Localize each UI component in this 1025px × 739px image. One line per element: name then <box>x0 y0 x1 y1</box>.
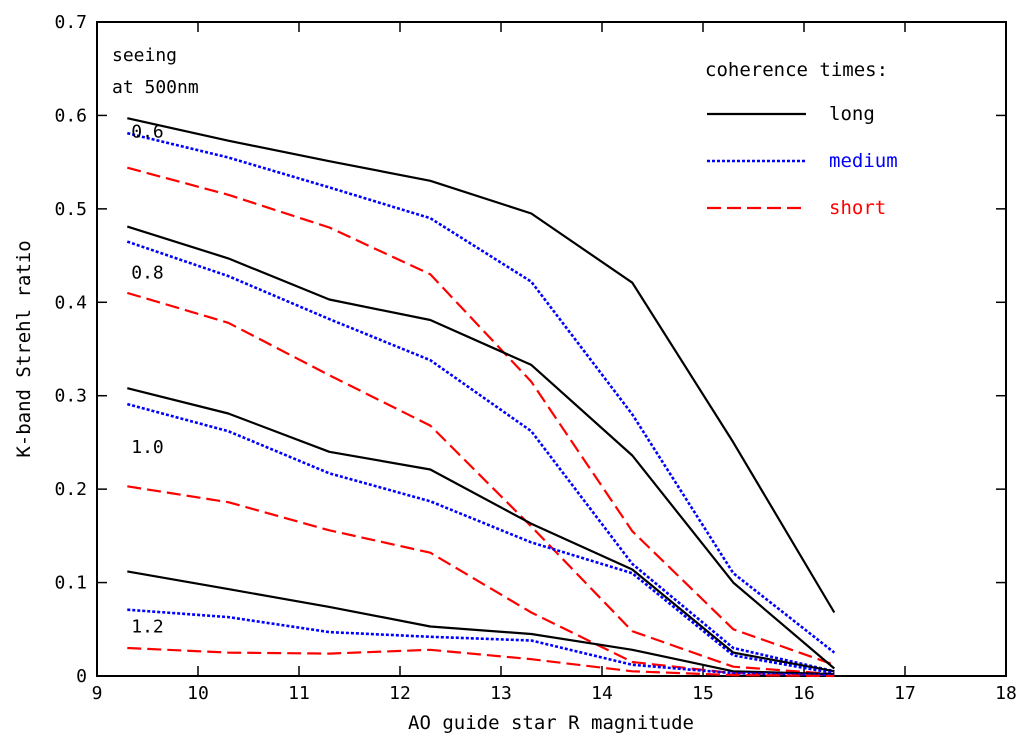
series-line-seeing-0-8-short <box>126 291 835 676</box>
x-tick-label: 18 <box>995 683 1017 704</box>
x-tick-label: 17 <box>894 683 916 704</box>
legend-label-long: long <box>829 103 875 125</box>
x-tick-label: 14 <box>591 683 613 704</box>
series-line-seeing-1-0-medium <box>126 402 835 675</box>
plot-frame <box>96 21 1007 677</box>
seeing-group-label: 0.6 <box>131 121 164 142</box>
series-line-seeing-1-2-long <box>127 570 835 676</box>
legend-title: coherence times: <box>705 59 888 81</box>
series-line-seeing-1-0-long <box>127 387 835 673</box>
series-line-seeing-0-6-medium <box>126 131 836 654</box>
x-tick-label: 13 <box>490 683 512 704</box>
y-tick-label: 0.4 <box>54 292 87 313</box>
legend-label-medium: medium <box>829 150 898 172</box>
legend: coherence times: long medium short <box>705 59 898 219</box>
y-tick-label: 0.6 <box>54 105 87 126</box>
x-tick-label: 12 <box>389 683 411 704</box>
x-tick-label: 11 <box>288 683 310 704</box>
legend-entries: long medium short <box>707 103 898 219</box>
x-tick-label: 16 <box>793 683 815 704</box>
x-tick-label: 9 <box>92 683 103 704</box>
series-line-seeing-1-0-short <box>127 485 835 677</box>
plot-area-border <box>96 21 1007 677</box>
series-line-seeing-1-2-short <box>127 646 835 678</box>
seeing-label-line1: seeing <box>112 45 177 66</box>
seeing-group-label: 0.8 <box>131 262 164 283</box>
series-line-seeing-0-8-medium <box>126 240 835 673</box>
x-tick-label: 10 <box>187 683 209 704</box>
seeing-label-line2: at 500nm <box>112 77 199 98</box>
seeing-group-labels: 0.6 0.8 1.0 1.2 <box>131 121 164 637</box>
y-tick-label: 0.7 <box>54 12 87 33</box>
series-lines <box>126 117 836 678</box>
legend-label-short: short <box>829 197 886 219</box>
series-line-seeing-1-2-medium <box>127 608 835 677</box>
series-line-seeing-0-6-long <box>127 117 836 614</box>
x-tick-label: 15 <box>692 683 714 704</box>
y-tick-label: 0.2 <box>54 479 87 500</box>
series-line-seeing-0-6-short <box>127 166 835 666</box>
x-axis-label: AO guide star R magnitude <box>408 712 694 734</box>
y-tick-label: 0.3 <box>54 386 87 407</box>
y-tick-label: 0 <box>76 666 87 687</box>
y-tick-label: 0.5 <box>54 199 87 220</box>
y-axis-label: K-band Strehl ratio <box>13 240 35 457</box>
x-axis-ticks: 9 10 11 12 13 14 15 16 17 18 <box>92 22 1017 704</box>
seeing-group-label: 1.2 <box>131 616 164 637</box>
annotations: seeing at 500nm <box>112 45 199 98</box>
series-line-seeing-0-8-long <box>126 225 836 670</box>
y-tick-label: 0.1 <box>54 573 87 594</box>
y-axis-ticks: 0 0.1 0.2 0.3 0.4 0.5 0.6 0.7 <box>54 12 1006 687</box>
seeing-group-label: 1.0 <box>131 437 164 458</box>
